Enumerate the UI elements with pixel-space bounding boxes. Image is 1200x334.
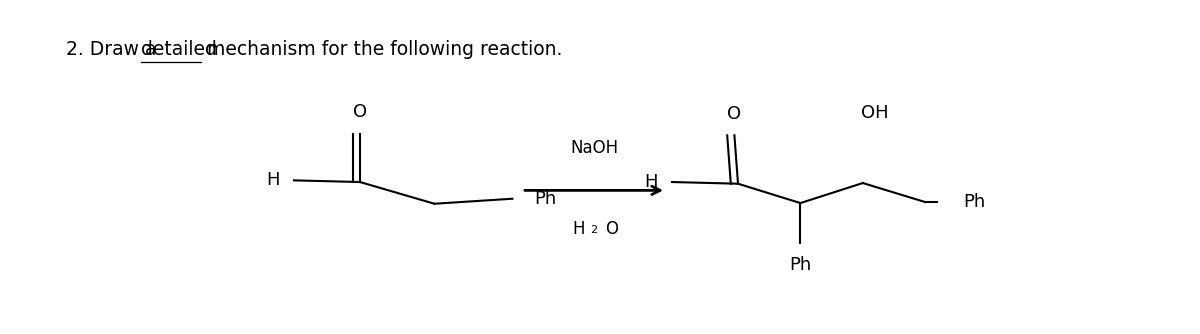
Text: O: O bbox=[605, 220, 618, 238]
Text: O: O bbox=[353, 103, 367, 121]
Text: 2. Draw a: 2. Draw a bbox=[66, 40, 162, 59]
Text: mechanism for the following reaction.: mechanism for the following reaction. bbox=[200, 40, 563, 59]
Text: OH: OH bbox=[860, 104, 889, 122]
Text: Ph: Ph bbox=[534, 190, 557, 208]
Text: H: H bbox=[644, 173, 658, 191]
Text: Ph: Ph bbox=[964, 193, 986, 211]
Text: NaOH: NaOH bbox=[570, 139, 618, 157]
Text: Ph: Ph bbox=[790, 256, 811, 274]
Text: detailed: detailed bbox=[142, 40, 217, 59]
Text: O: O bbox=[727, 105, 742, 123]
Text: 2: 2 bbox=[590, 225, 598, 235]
Text: H: H bbox=[572, 220, 584, 238]
Text: H: H bbox=[266, 171, 280, 189]
